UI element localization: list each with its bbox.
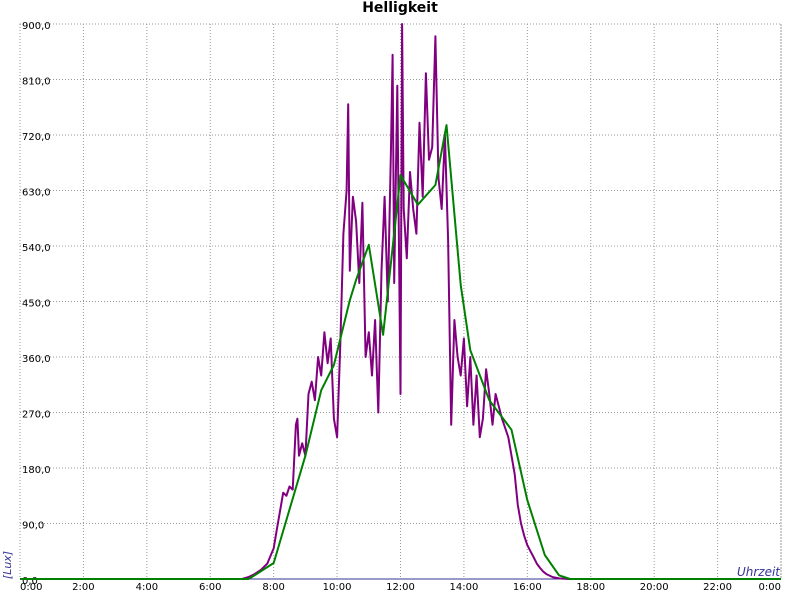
y-tick-label: 900,0: [22, 21, 51, 32]
x-tick-label: 4:00: [136, 582, 158, 593]
x-tick-label: 12:00: [386, 582, 415, 593]
y-tick-label: 540,0: [22, 243, 51, 254]
data-line: [20, 124, 781, 580]
y-tick-label: 450,0: [22, 299, 51, 310]
x-tick-label: 2:00: [72, 582, 94, 593]
y-tick-label: 630,0: [22, 188, 51, 199]
x-tick-label: 18:00: [576, 582, 605, 593]
y-axis-label: [Lux]: [1, 551, 14, 579]
x-tick-label: 6:00: [199, 582, 221, 593]
x-tick-label: 0:00: [759, 582, 781, 593]
plot-frame: [19, 23, 782, 580]
x-axis-label: Uhrzeit: [737, 565, 781, 579]
x-tick-label: 14:00: [450, 582, 479, 593]
data-line: [20, 23, 781, 580]
x-tick-label: 20:00: [640, 582, 669, 593]
x-tick-label: 8:00: [262, 582, 284, 593]
chart-title: Helligkeit: [362, 0, 438, 16]
y-tick-label: 360,0: [22, 354, 51, 365]
y-tick-label: 270,0: [22, 410, 51, 421]
x-tick-label: 16:00: [513, 582, 542, 593]
y-tick-label: 720,0: [22, 132, 51, 143]
y-tick-label: 180,0: [22, 465, 51, 476]
x-tick-label: 10:00: [323, 582, 352, 593]
x-tick-label: 22:00: [703, 582, 732, 593]
y-tick-label: 0,0: [22, 576, 38, 587]
x-tick-label: 0:00: [20, 582, 42, 593]
y-tick-label: 90,0: [22, 521, 44, 532]
y-tick-label: 810,0: [22, 77, 51, 88]
